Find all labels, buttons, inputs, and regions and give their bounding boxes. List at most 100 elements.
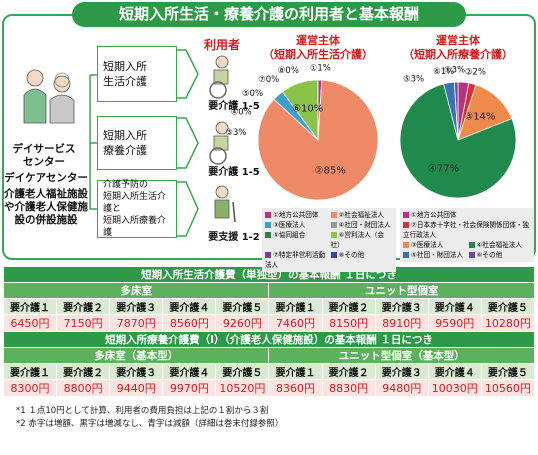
- user-level: 要介護 1-5: [208, 167, 260, 178]
- column-header: 要介護５: [215, 363, 270, 380]
- service-line: 生活介護: [103, 75, 147, 88]
- legend-text: ⑤協同組合: [273, 231, 306, 239]
- fee-value: 10520円: [215, 379, 270, 397]
- column-header: 要介護４: [427, 298, 482, 315]
- column-header: 要介護５: [480, 298, 536, 315]
- group-header: ユニット型個室: [268, 282, 535, 299]
- service-line: 介護予防の: [103, 180, 149, 190]
- table-title: 短期入所生活介護費（単独型）の基本報酬 １日につき: [3, 266, 535, 283]
- legend-text: ⑧その他: [338, 251, 365, 259]
- table-row: 8300円 8800円 9440円 9970円 10520円 8360円 8830円 9480…: [2, 379, 536, 397]
- pie-label: ②85%: [315, 166, 346, 177]
- legend-swatch: [403, 222, 409, 228]
- users-header: 利用者: [203, 38, 240, 52]
- legend-item: ②社会福祉法人: [330, 210, 394, 220]
- fee-value: 8150円: [321, 314, 376, 332]
- legend-item: ⑥営利法人（会社）: [330, 230, 394, 250]
- title-banner: 短期入所生活・療養介護の利用者と基本報酬: [72, 2, 466, 27]
- legend-text: ④社会福祉法人: [476, 241, 522, 249]
- legend-item: ①地方公共団体: [265, 210, 328, 220]
- column-header: 要介護３: [374, 298, 429, 315]
- user-icons: [209, 55, 236, 223]
- legend-text: ⑥その他: [476, 251, 503, 259]
- group-header: ユニット型個室（基本型）: [268, 347, 535, 364]
- legend-text: ③医療法人: [411, 241, 444, 249]
- fee-table: 短期入所生活介護費（単独型）の基本報酬 １日につき 多床室 ユニット型個室 要介護１ 要…: [2, 266, 536, 397]
- fee-value: 9970円: [162, 379, 217, 397]
- legend-swatch: [265, 252, 271, 258]
- legend-item: ⑧その他: [330, 250, 394, 270]
- legend-item: ④社団・財団法人: [330, 220, 394, 230]
- column-header: 要介護５: [480, 363, 536, 380]
- pie-title: 運営主体: [436, 33, 481, 47]
- user-level: 要介護 1-5: [208, 101, 260, 112]
- chevrons: [175, 49, 199, 237]
- legend-swatch: [265, 212, 271, 218]
- legend-text: ②社会福祉法人: [338, 211, 384, 219]
- pie-label: ⑤0%: [242, 89, 263, 99]
- legend-swatch: [468, 252, 475, 258]
- facility: デイサービスセンター: [12, 143, 76, 168]
- user-level: 要支援 1-2: [208, 232, 260, 243]
- table-row: 多床室（基本型） ユニット型個室（基本型）: [2, 347, 535, 364]
- pie-label: ②2%: [465, 68, 486, 78]
- column-header: 要介護３: [374, 363, 429, 380]
- legend-item: ⑤協同組合: [265, 230, 328, 250]
- pie-label: ③14%: [464, 112, 495, 123]
- fee-value: 8830円: [321, 379, 376, 397]
- table-row: 6450円 7150円 7870円 8560円 9260円 7460円 8150円 8910円…: [2, 314, 536, 332]
- fee-tables: 短期入所生活介護費（単独型）の基本報酬 １日につき 多床室 ユニット型個室 要介護１ 要…: [2, 266, 536, 397]
- legend-text: ②日本赤十字社・社会保険関係団体・独立行政法人: [403, 221, 530, 239]
- fee-value: 10280円: [480, 314, 536, 332]
- column-header: 要介護２: [321, 363, 376, 380]
- pie-label: ⑧0%: [278, 66, 299, 76]
- column-header: 要介護２: [56, 363, 111, 380]
- legend: ①地方公共団体 ②社会福祉法人 ③医療法人 ④社団・財団法人 ⑤協同組合 ⑥営利法人（会社…: [262, 208, 396, 272]
- fee-value: 9480円: [374, 379, 429, 397]
- fee-value: 6450円: [2, 314, 58, 332]
- column-header: 要介護４: [427, 363, 482, 380]
- pie-subtitle: （短期入所生活介護）: [263, 47, 373, 61]
- service-box: 介護予防の 短期入所生活介護と 短期入所療養介護: [97, 180, 177, 238]
- pie-label: ④0%: [231, 107, 252, 117]
- legend-text: ①地方公共団体: [273, 211, 319, 219]
- fee-value: 8910円: [374, 314, 429, 332]
- fee-value: 9260円: [215, 314, 270, 332]
- footnote: *2 赤字は増額、黒字は増減なし、青字は減額（詳細は巻末付録参照）: [16, 419, 284, 429]
- legend-item: ③医療法人: [403, 240, 466, 250]
- legend-item: ⑤社団・財団法人: [403, 250, 466, 260]
- legend-text: ③医療法人: [273, 221, 306, 229]
- legend-swatch: [330, 252, 337, 258]
- column-header: 要介護５: [215, 298, 270, 315]
- legend-text: ⑥営利法人（会社）: [330, 231, 384, 249]
- legend-item: ③医療法人: [265, 220, 328, 230]
- column-header: 要介護１: [2, 298, 58, 315]
- pie-slice: [399, 83, 517, 199]
- service-line: 短期入所: [103, 60, 147, 73]
- facility: 介護老人福祉施設や介護老人保健施設の併設施設: [4, 188, 88, 226]
- legend-swatch: [330, 212, 337, 218]
- table-row: 短期入所生活介護費（単独型）の基本報酬 １日につき: [3, 266, 535, 283]
- legend-swatch: [265, 222, 271, 228]
- fee-value: 10560円: [480, 379, 536, 397]
- legend-item: ⑥その他: [468, 250, 532, 260]
- table-row: 要介護１ 要介護２ 要介護３ 要介護４ 要介護５ 要介護１ 要介護２ 要介護３ 要介護４ 要介護５: [2, 298, 536, 315]
- legend-item: ④社会福祉法人: [468, 240, 532, 250]
- legend-swatch: [330, 232, 337, 238]
- pie-label: ①3%: [444, 66, 465, 76]
- fee-value: 8560円: [162, 314, 217, 332]
- care-icon: [23, 69, 75, 124]
- legend-item: ⑦特定非営利活動法人: [265, 250, 328, 270]
- pie-subtitle: （短期入所療養介護）: [403, 47, 513, 61]
- legend: ①地方公共団体 ②日本赤十字社・社会保険関係団体・独立行政法人 ③医療法人 ④社会福祉…: [400, 208, 534, 262]
- column-header: 要介護４: [162, 298, 217, 315]
- legend-swatch: [265, 232, 271, 238]
- group-header: 多床室（基本型）: [2, 347, 270, 364]
- table-row: 多床室 ユニット型個室: [2, 282, 535, 299]
- fee-value: 7870円: [109, 314, 164, 332]
- pie-label: ⑥1%: [433, 67, 454, 77]
- legend-text: ①地方公共団体: [411, 211, 457, 219]
- legend-swatch: [468, 242, 475, 248]
- table-title: 短期入所療養介護費（Ⅰ）（介護老人保健施設）の基本報酬 １日につき: [3, 331, 535, 348]
